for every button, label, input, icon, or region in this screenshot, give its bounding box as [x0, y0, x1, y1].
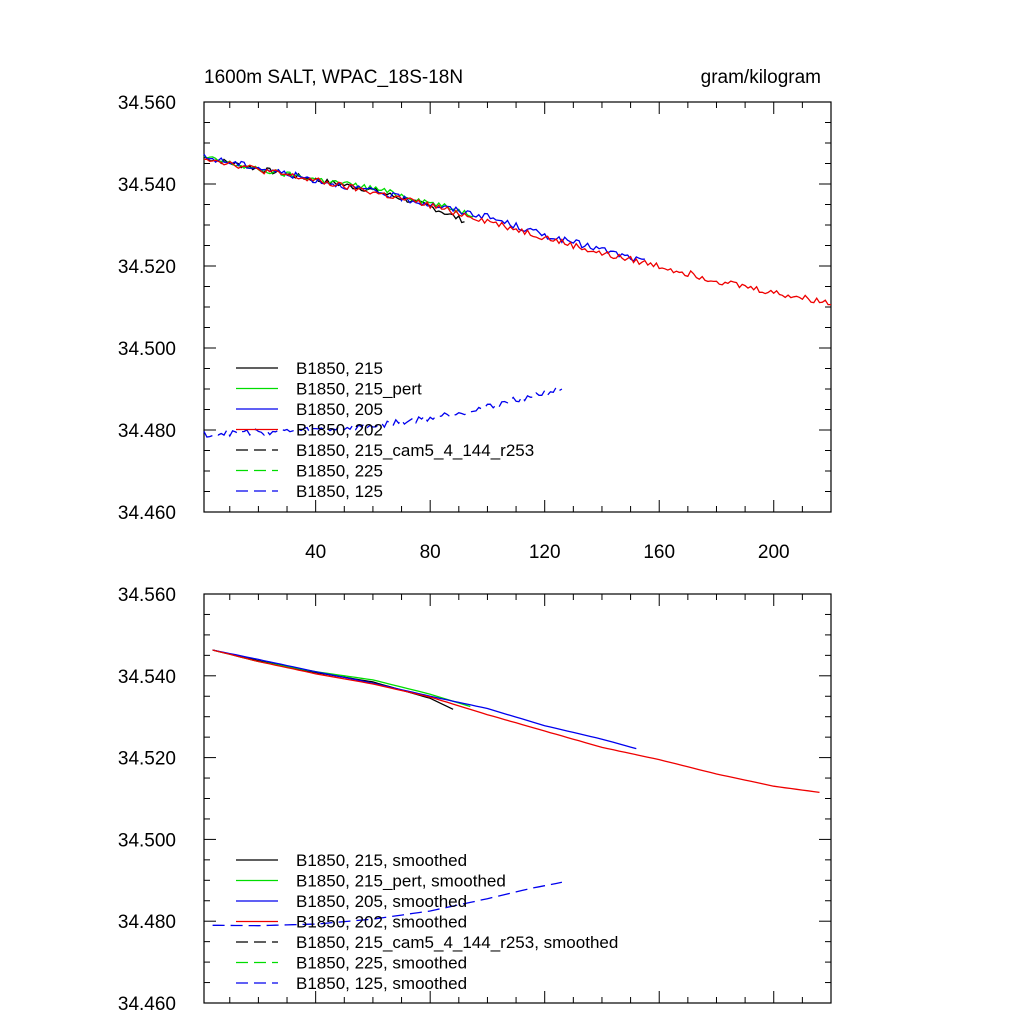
series-line	[212, 649, 820, 794]
legend-label: B1850, 225, smoothed	[296, 954, 467, 973]
y-tick-label: 34.520	[118, 257, 176, 278]
legend-label: B1850, 215_cam5_4_144_r253, smoothed	[296, 933, 618, 952]
bottom-panel: 34.460 34.480 34.500 34.520 34.540 34.560 B185…	[118, 585, 832, 1015]
legend-label: B1850, 215_pert, smoothed	[296, 872, 506, 891]
x-tick-label: 200	[758, 542, 790, 563]
series-line	[212, 881, 563, 927]
legend-label: B1850, 215	[296, 359, 383, 378]
x-tick-label: 40	[305, 542, 326, 563]
y-tick-label: 34.560	[118, 93, 176, 114]
legend-label: B1850, 215, smoothed	[296, 851, 467, 870]
units-label: gram/kilogram	[701, 67, 821, 88]
x-tick-label: 80	[420, 542, 441, 563]
series-line	[204, 158, 831, 306]
series-line	[212, 649, 637, 750]
y-tick-label: 34.560	[118, 585, 176, 606]
x-tick-label: 120	[529, 542, 561, 563]
y-tick-label: 34.460	[118, 503, 176, 524]
y-tick-label: 34.520	[118, 749, 176, 770]
y-tick-label: 34.480	[118, 912, 176, 933]
legend-label: B1850, 205, smoothed	[296, 892, 467, 911]
top-panel: 34.460 34.480 34.500 34.520 34.540 34.560 40 80…	[118, 67, 832, 563]
y-tick-label: 34.460	[118, 994, 176, 1015]
legend-label: B1850, 215_cam5_4_144_r253	[296, 441, 534, 460]
y-tick-label: 34.540	[118, 667, 176, 688]
y-tick-label: 34.500	[118, 339, 176, 360]
legend-label: B1850, 125	[296, 482, 383, 501]
legend-label: B1850, 215_pert	[296, 380, 422, 399]
legend-label: B1850, 205	[296, 400, 383, 419]
series-line	[203, 153, 645, 262]
legend-label: B1850, 202, smoothed	[296, 913, 467, 932]
chart-title: 1600m SALT, WPAC_18S-18N	[204, 67, 463, 88]
y-tick-label: 34.480	[118, 421, 176, 442]
legend-label: B1850, 202	[296, 421, 383, 440]
x-tick-label: 160	[643, 542, 675, 563]
y-tick-label: 34.540	[118, 175, 176, 196]
legend-label: B1850, 225	[296, 462, 383, 481]
legend-label: B1850, 125, smoothed	[296, 974, 467, 993]
series-line	[203, 386, 563, 438]
y-tick-label: 34.500	[118, 830, 176, 851]
